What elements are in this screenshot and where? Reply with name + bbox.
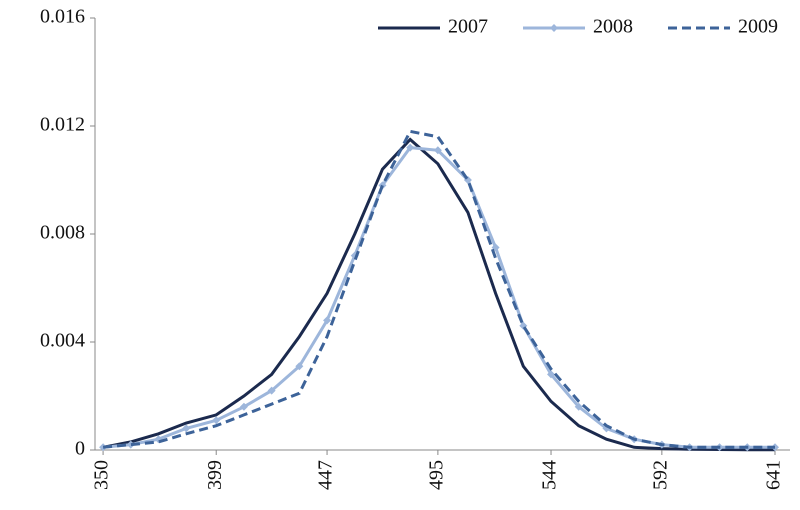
x-tick-label: 447 <box>315 460 337 490</box>
series-line <box>102 129 775 449</box>
marker <box>323 316 332 325</box>
marker <box>239 402 248 411</box>
y-tick-label: 0.004 <box>40 330 85 352</box>
x-tick-label: 544 <box>539 460 561 490</box>
legend-label: 2007 <box>448 16 488 38</box>
legend-label: 2008 <box>593 16 633 38</box>
marker <box>433 146 442 155</box>
legend-marker <box>550 24 558 32</box>
x-tick-label: 399 <box>204 460 226 490</box>
marker <box>267 386 276 395</box>
marker <box>295 362 304 371</box>
x-tick-label: 641 <box>763 460 785 490</box>
marker <box>574 402 583 411</box>
y-tick-label: 0 <box>75 438 85 460</box>
x-tick-label: 592 <box>649 460 671 490</box>
marker <box>182 424 191 433</box>
x-tick-label: 350 <box>91 460 113 490</box>
series-line <box>102 146 775 449</box>
marker <box>406 143 415 152</box>
y-tick-label: 0.012 <box>40 114 85 136</box>
y-tick-label: 0.016 <box>40 6 85 28</box>
marker <box>212 416 221 425</box>
series-line <box>102 137 775 452</box>
marker <box>126 440 135 449</box>
legend-label: 2009 <box>738 16 778 38</box>
x-tick-label: 495 <box>425 460 447 490</box>
marker <box>547 370 556 379</box>
y-tick-label: 0.008 <box>40 222 85 244</box>
